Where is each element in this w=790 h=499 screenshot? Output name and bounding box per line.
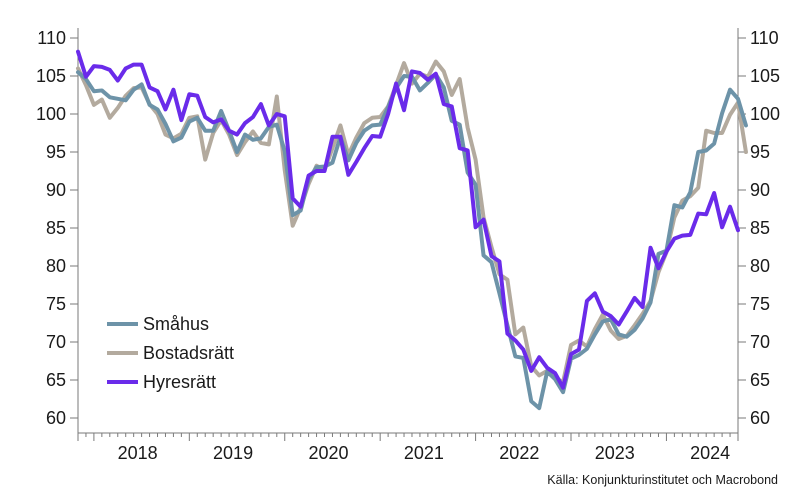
y-tick-label-left: 110: [37, 28, 66, 48]
y-tick-label-right: 100: [750, 104, 780, 124]
y-tick-label-right: 70: [750, 332, 770, 352]
y-tick-label-left: 95: [46, 142, 66, 162]
series-line-2: [76, 49, 740, 390]
x-axis: 2018 2019 2020 2021 2022 2023 2024: [77, 432, 739, 463]
x-tick-label: 2024: [690, 443, 730, 463]
y-tick-label-right: 80: [750, 256, 770, 276]
y-tick-label-right: 95: [750, 142, 770, 162]
y-tick-label-left: 60: [46, 408, 66, 428]
y-axis-right: 60 65 70 75 80 85 90 95 100 105 110: [737, 28, 780, 433]
y-tick-label-right: 105: [750, 66, 780, 86]
legend-label: Bostadsrätt: [143, 343, 234, 363]
x-tick-label: 2019: [213, 443, 253, 463]
y-tick-label-left: 85: [46, 218, 66, 238]
y-tick-label-left: 100: [36, 104, 66, 124]
x-tick-label: 2021: [404, 443, 444, 463]
y-tick-label-right: 75: [750, 294, 770, 314]
series-line-1: [76, 59, 748, 385]
source-note: Källa: Konjunkturinstitutet och Macrobon…: [547, 473, 778, 487]
legend: Småhus Bostadsrätt Hyresrätt: [107, 314, 234, 392]
y-tick-label-left: 80: [46, 256, 66, 276]
y-tick-label-left: 65: [46, 370, 66, 390]
series-lines: [76, 49, 748, 411]
y-tick-label-right: 65: [750, 370, 770, 390]
x-tick-label: 2022: [499, 443, 539, 463]
y-tick-label-left: 70: [46, 332, 66, 352]
legend-label: Småhus: [143, 314, 209, 334]
y-tick-label-right: 85: [750, 218, 770, 238]
y-tick-label-right: 110: [750, 28, 779, 48]
y-axis-left: 60 65 70 75 80 85 90 95 100 105 110: [36, 28, 79, 433]
y-tick-label-right: 90: [750, 180, 770, 200]
x-tick-label: 2023: [595, 443, 635, 463]
y-tick-label-left: 75: [46, 294, 66, 314]
y-tick-label-left: 105: [36, 66, 66, 86]
y-tick-label-left: 90: [46, 180, 66, 200]
x-tick-label: 2018: [118, 443, 158, 463]
legend-label: Hyresrätt: [143, 372, 216, 392]
y-tick-label-right: 60: [750, 408, 770, 428]
x-tick-label: 2020: [308, 443, 348, 463]
